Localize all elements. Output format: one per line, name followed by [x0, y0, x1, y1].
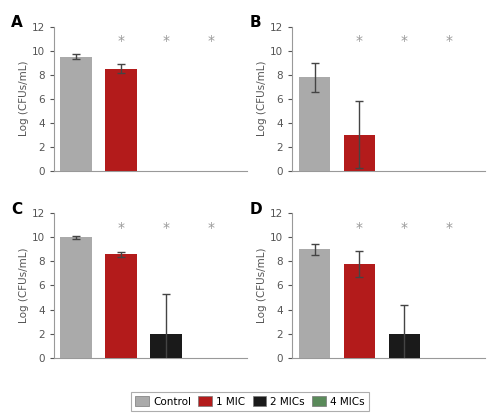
Bar [388, 334, 420, 358]
Text: *: * [446, 221, 452, 235]
Bar [299, 250, 330, 358]
Text: *: * [356, 221, 363, 235]
Text: *: * [401, 221, 408, 235]
Text: A: A [12, 15, 23, 30]
Bar [106, 254, 136, 358]
Bar [60, 238, 92, 358]
Text: *: * [207, 34, 214, 48]
Text: *: * [207, 221, 214, 235]
Text: *: * [118, 34, 124, 48]
Text: D: D [250, 202, 262, 217]
Text: *: * [118, 221, 124, 235]
Text: *: * [356, 34, 363, 48]
Legend: Control, 1 MIC, 2 MICs, 4 MICs: Control, 1 MIC, 2 MICs, 4 MICs [132, 392, 368, 411]
Bar [60, 57, 92, 171]
Bar [150, 334, 182, 358]
Bar [344, 135, 375, 171]
Y-axis label: Log (CFUs/mL): Log (CFUs/mL) [257, 61, 267, 136]
Text: C: C [12, 202, 22, 217]
Y-axis label: Log (CFUs/mL): Log (CFUs/mL) [18, 61, 28, 136]
Text: B: B [250, 15, 262, 30]
Text: *: * [401, 34, 408, 48]
Text: *: * [446, 34, 452, 48]
Text: *: * [162, 221, 170, 235]
Bar [299, 77, 330, 171]
Text: *: * [162, 34, 170, 48]
Bar [344, 264, 375, 358]
Y-axis label: Log (CFUs/mL): Log (CFUs/mL) [257, 248, 267, 323]
Bar [106, 69, 136, 171]
Y-axis label: Log (CFUs/mL): Log (CFUs/mL) [18, 248, 28, 323]
